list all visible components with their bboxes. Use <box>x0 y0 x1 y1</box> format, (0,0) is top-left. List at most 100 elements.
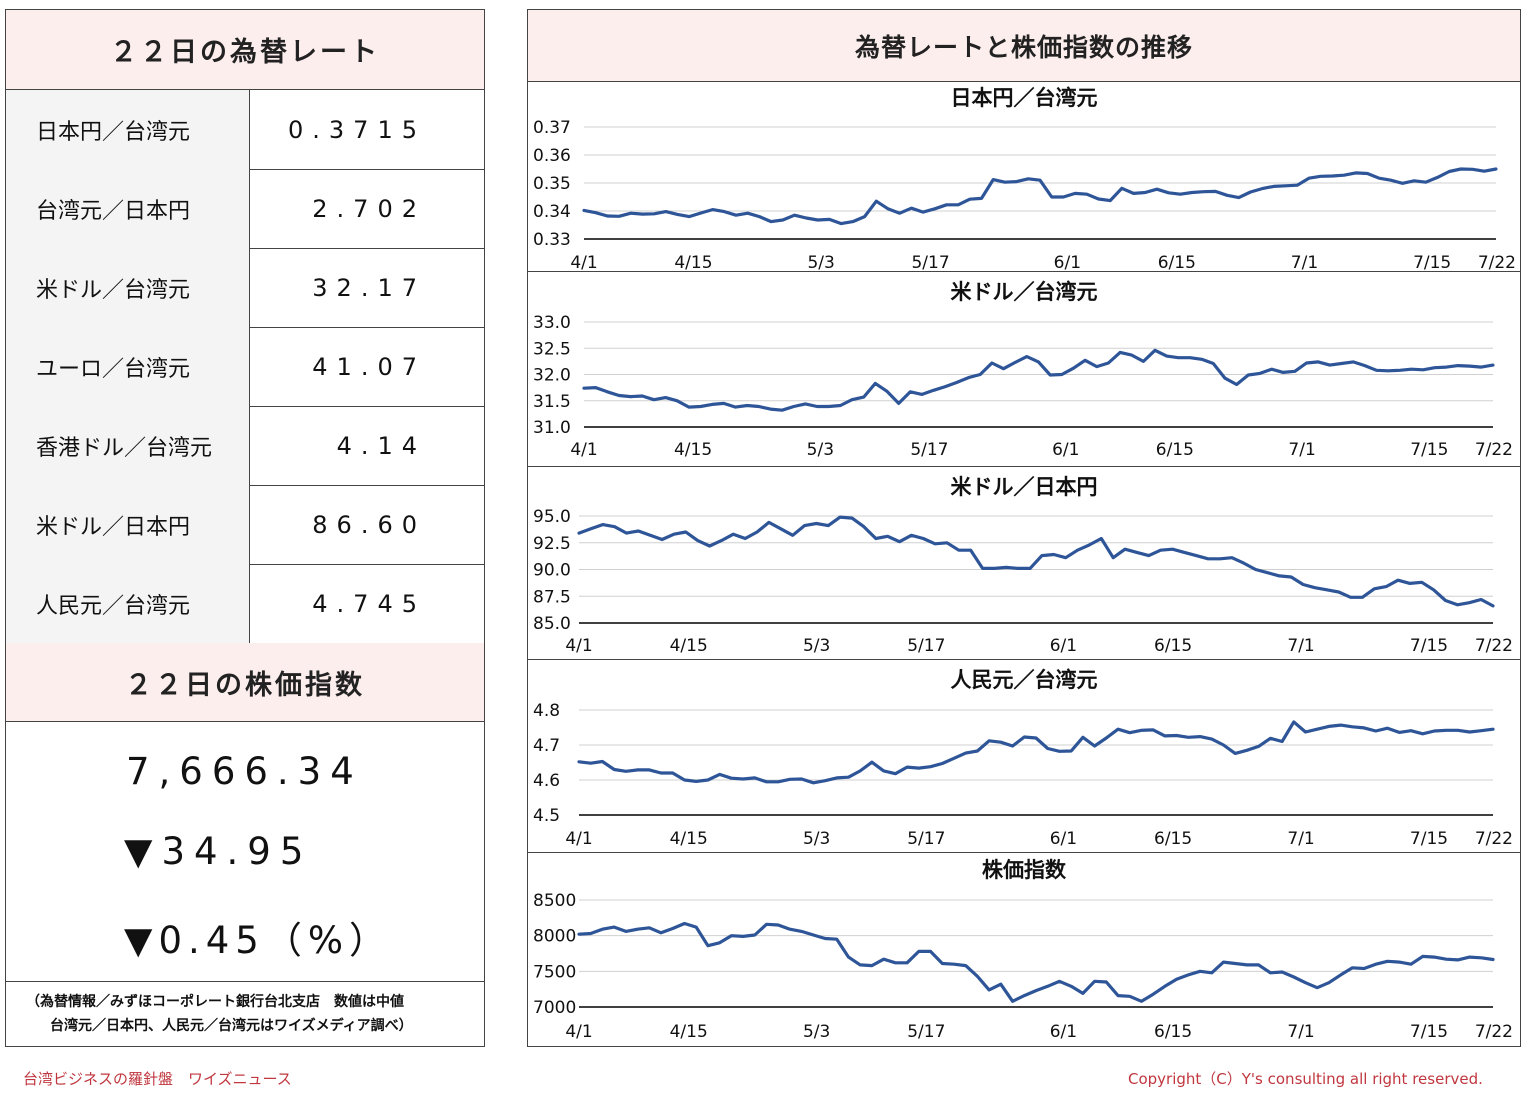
x-tick-label: 6/15 <box>1156 440 1194 460</box>
y-tick-label: 90.0 <box>533 561 571 581</box>
series-line <box>582 348 1495 412</box>
x-tick-label: 4/1 <box>570 440 597 460</box>
x-tick-label: 6/15 <box>1158 253 1196 273</box>
y-tick-label: 4.8 <box>533 701 560 721</box>
footer-copyright: Copyright（C）Y's consulting all right res… <box>1128 1070 1483 1088</box>
x-tick-label: 5/17 <box>907 636 945 656</box>
x-tick-label: 7/22 <box>1475 829 1513 849</box>
x-tick-label: 5/17 <box>907 829 945 849</box>
chart-title: 人民元／台湾元 <box>951 668 1098 692</box>
fx-pair-name: 香港ドル／台湾元 <box>6 406 250 485</box>
fx-rate-value: 4.14 <box>336 431 426 460</box>
source-note-line2: 台湾元／日本円、人民元／台湾元はワイズメディア調べ） <box>50 1018 413 1034</box>
x-tick-label: 7/22 <box>1475 1022 1513 1042</box>
stock-change-points: ▼34.95 <box>124 830 313 873</box>
x-tick-label: 4/1 <box>565 636 592 656</box>
series-line <box>577 720 1495 785</box>
y-tick-label: 33.0 <box>533 313 571 333</box>
x-tick-label: 6/1 <box>1052 440 1079 460</box>
y-tick-label: 8500 <box>533 891 576 911</box>
x-tick-label: 5/3 <box>803 829 830 849</box>
y-tick-label: 7500 <box>533 962 576 982</box>
series-line <box>577 515 1495 608</box>
chart-divider <box>528 271 1520 272</box>
x-tick-label: 5/3 <box>803 636 830 656</box>
fx-rate-value: 0.3715 <box>288 115 426 144</box>
x-tick-label: 7/1 <box>1291 253 1318 273</box>
fx-pair-name: ユーロ／台湾元 <box>6 327 250 406</box>
fx-row: 米ドル／日本円 86.60 <box>6 485 484 565</box>
x-tick-label: 4/15 <box>674 440 712 460</box>
x-tick-label: 7/1 <box>1287 1022 1314 1042</box>
fx-row: 米ドル／台湾元 32.17 <box>6 248 484 328</box>
fx-rate-value: 86.60 <box>312 510 426 539</box>
chart-divider <box>528 466 1520 467</box>
fx-pair-name: 米ドル／台湾元 <box>6 248 250 327</box>
left-panel: ２２日の為替レート 日本円／台湾元 0.3715 台湾元／日本円 2.702 米ドル／台… <box>5 9 485 1047</box>
y-tick-label: 85.0 <box>533 614 571 634</box>
x-tick-label: 4/1 <box>565 829 592 849</box>
fx-row: ユーロ／台湾元 41.07 <box>6 327 484 407</box>
stock-index-value: 7,666.34 <box>126 750 363 793</box>
stock-panel-title: ２２日の株価指数 <box>6 643 484 722</box>
y-tick-label: 0.35 <box>533 174 571 194</box>
y-tick-label: 7000 <box>533 998 576 1018</box>
source-note-line1: （為替情報／みずほコーポレート銀行台北支店 数値は中値 <box>26 994 404 1010</box>
y-tick-label: 32.5 <box>533 339 571 359</box>
y-tick-label: 95.0 <box>533 507 571 527</box>
x-tick-label: 4/15 <box>674 253 712 273</box>
y-tick-label: 0.33 <box>533 230 571 250</box>
chart-divider <box>528 659 1520 660</box>
fx-pair-name: 台湾元／日本円 <box>6 169 250 248</box>
fx-rate-value: 41.07 <box>312 352 426 381</box>
y-tick-label: 8000 <box>533 927 576 947</box>
x-tick-label: 7/15 <box>1410 829 1448 849</box>
fx-row: 人民元／台湾元 4.745 <box>6 564 484 644</box>
x-tick-label: 7/1 <box>1287 829 1314 849</box>
x-tick-label: 4/1 <box>570 253 597 273</box>
fx-pair-name: 日本円／台湾元 <box>6 90 250 169</box>
x-tick-label: 7/1 <box>1288 440 1315 460</box>
x-tick-label: 6/1 <box>1050 1022 1077 1042</box>
chart-title: 米ドル／日本円 <box>951 475 1098 499</box>
y-tick-label: 4.7 <box>533 736 560 756</box>
x-tick-label: 4/15 <box>670 1022 708 1042</box>
y-tick-label: 92.5 <box>533 534 571 554</box>
x-tick-label: 7/15 <box>1410 440 1448 460</box>
x-tick-label: 6/15 <box>1154 1022 1192 1042</box>
chart-divider <box>528 852 1520 853</box>
y-tick-label: 0.36 <box>533 146 571 166</box>
x-tick-label: 5/17 <box>907 1022 945 1042</box>
x-tick-label: 7/15 <box>1410 636 1448 656</box>
charts-panel-title: 為替レートと株価指数の推移 <box>528 10 1520 82</box>
x-tick-label: 5/17 <box>910 440 948 460</box>
x-tick-label: 7/22 <box>1475 636 1513 656</box>
x-tick-label: 4/15 <box>670 636 708 656</box>
stock-change-percent: ▼0.45（%） <box>124 919 392 962</box>
x-tick-label: 6/1 <box>1050 829 1077 849</box>
fx-rate-value: 4.745 <box>312 589 426 618</box>
y-tick-label: 0.34 <box>533 202 571 222</box>
fx-row: 台湾元／日本円 2.702 <box>6 169 484 249</box>
y-tick-label: 4.5 <box>533 806 560 826</box>
charts-svg: 日本円／台湾元 0.33 0.34 0.35 0.36 0.37 4/1 4/15 5/3 5/1… <box>533 86 1516 1042</box>
y-tick-label: 0.37 <box>533 118 571 138</box>
x-tick-label: 5/3 <box>807 440 834 460</box>
y-tick-label: 4.6 <box>533 771 560 791</box>
y-tick-label: 31.0 <box>533 418 571 438</box>
x-tick-label: 7/22 <box>1478 253 1516 273</box>
x-tick-label: 6/15 <box>1154 829 1192 849</box>
footer-brand: 台湾ビジネスの羅針盤 ワイズニュース <box>23 1070 292 1088</box>
y-tick-label: 31.5 <box>533 392 571 412</box>
x-tick-label: 6/1 <box>1050 636 1077 656</box>
x-tick-label: 7/15 <box>1413 253 1451 273</box>
x-tick-label: 6/15 <box>1154 636 1192 656</box>
x-tick-label: 7/1 <box>1287 636 1314 656</box>
x-tick-label: 7/22 <box>1475 440 1513 460</box>
fx-pair-name: 人民元／台湾元 <box>6 564 250 643</box>
fx-rate-value: 2.702 <box>312 194 426 223</box>
fx-panel-title: ２２日の為替レート <box>6 10 484 90</box>
chart-title: 米ドル／台湾元 <box>951 280 1098 304</box>
source-note: （為替情報／みずほコーポレート銀行台北支店 数値は中値 台湾元／日本円、人民元／… <box>6 981 484 1046</box>
x-tick-label: 4/15 <box>670 829 708 849</box>
